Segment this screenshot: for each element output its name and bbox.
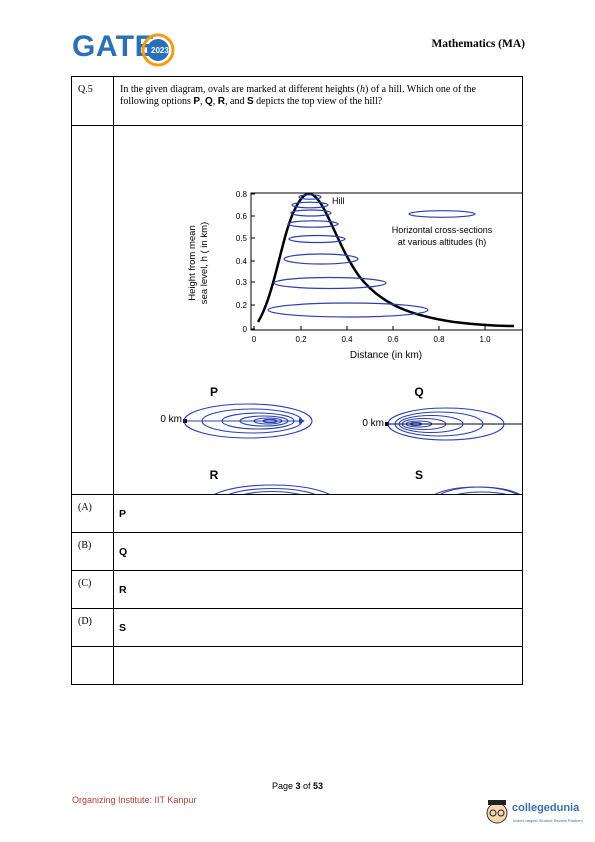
cross-section-oval — [287, 220, 339, 228]
hill-label: Hill — [332, 196, 345, 206]
legend-line2: at various altitudes (h) — [398, 237, 487, 247]
question-text-part3: depicts the top view of the hill? — [253, 95, 383, 107]
option-row-C: (C) R — [71, 570, 523, 609]
panel-R-label: R — [210, 468, 219, 482]
cross-section-ovals — [267, 194, 476, 318]
question-text-S: S — [246, 95, 254, 107]
x-tick-label: 0.2 — [295, 335, 307, 344]
y-tick-label: 0.3 — [236, 278, 248, 287]
empty-row — [71, 646, 523, 685]
option-row-B: (B) Q — [71, 532, 523, 571]
question-text-comma2: , — [212, 95, 218, 107]
question-number: Q.5 — [71, 76, 114, 126]
x-tick-label: 1.0 — [479, 335, 491, 344]
option-A-label: (A) — [71, 494, 114, 533]
y-tick-label: 0.8 — [236, 190, 248, 199]
y-axis-label-line1: Height from mean — [187, 225, 198, 301]
gate-2023-logo: GATE 2023 — [72, 30, 182, 70]
question-text-Q: Q — [205, 95, 213, 107]
subject-title: Mathematics (MA) — [431, 38, 525, 50]
panel-R: R 0 km — [210, 468, 330, 494]
option-D-cell[interactable]: S — [113, 608, 523, 647]
cross-section-oval — [298, 194, 322, 200]
figure-cell: 0.8 0.6 0.5 0.4 0.3 0.2 0 Height from me… — [113, 125, 523, 495]
cross-section-oval — [290, 209, 332, 217]
option-A-value[interactable]: P — [119, 508, 127, 520]
empty-cell-left — [71, 646, 114, 685]
question-row: Q.5 In the given diagram, ovals are mark… — [71, 76, 523, 126]
legend-line1: Horizontal cross-sections — [392, 225, 493, 235]
x-tick-label: 0.6 — [387, 335, 399, 344]
cross-section-oval — [273, 276, 387, 290]
y-tick-label: 0.2 — [236, 301, 248, 310]
panel-S: S 0 km — [415, 468, 521, 494]
y-axis: 0.8 0.6 0.5 0.4 0.3 0.2 0 — [236, 190, 255, 334]
logo-badge-icon — [141, 33, 175, 67]
x-tick-label: 0.4 — [341, 335, 353, 344]
mascot-icon — [486, 800, 508, 824]
question-text-part2: ) of a hill. Which one of the following … — [120, 84, 476, 107]
question-text-comma1: , — [200, 95, 206, 107]
page-total: 53 — [313, 781, 324, 791]
question-text: In the given diagram, ovals are marked a… — [114, 77, 522, 107]
option-B-cell[interactable]: Q — [113, 532, 523, 571]
empty-cell-right — [113, 646, 523, 685]
cross-section-oval — [291, 201, 329, 209]
y-axis-label: Height from mean sea level, h ( in km) — [187, 222, 210, 304]
cross-section-oval — [283, 253, 359, 265]
y-tick-label: 0 — [243, 325, 248, 334]
option-C-value[interactable]: R — [119, 584, 127, 596]
cross-section-oval — [288, 234, 346, 244]
hill-curve — [256, 192, 515, 328]
question-text-P: P — [193, 95, 201, 107]
brand-tagline: India's largest Student Review Platform — [513, 818, 583, 823]
collegedunia-logo: collegedunia India's largest Student Rev… — [484, 796, 584, 830]
y-tick-label: 0.6 — [236, 212, 248, 221]
option-C-cell[interactable]: R — [113, 570, 523, 609]
question-table: Q.5 In the given diagram, ovals are mark… — [71, 76, 523, 685]
page-number: Page 3 of 53 — [0, 781, 595, 791]
question-text-part1: In the given diagram, ovals are marked a… — [120, 84, 361, 95]
panel-S-label: S — [415, 468, 423, 482]
panel-Q-origin: 0 km — [362, 418, 384, 429]
x-tick-label: 0.8 — [433, 335, 445, 344]
option-D-label: (D) — [71, 608, 114, 647]
option-B-label: (B) — [71, 532, 114, 571]
figure-empty-cell — [71, 125, 114, 495]
option-A-cell[interactable]: P — [113, 494, 523, 533]
cross-section-oval — [267, 302, 429, 318]
y-tick-label: 0.4 — [236, 257, 248, 266]
brand-name: collegedunia — [512, 802, 580, 814]
y-axis-label-line2: sea level, h ( in km) — [199, 222, 210, 304]
panel-Q-label: Q — [414, 385, 423, 399]
organizer-text: Organizing Institute: IIT Kanpur — [72, 795, 197, 805]
panel-P-label: P — [210, 385, 218, 399]
legend-oval — [408, 210, 476, 218]
option-C-label: (C) — [71, 570, 114, 609]
page-prefix: Page — [271, 781, 296, 791]
question-text-R: R — [217, 95, 226, 107]
hill-figure: 0.8 0.6 0.5 0.4 0.3 0.2 0 Height from me… — [160, 190, 522, 494]
panel-P-origin: 0 km — [160, 414, 182, 425]
logo-year: 2023 — [151, 46, 169, 55]
question-text-and: , and — [225, 95, 247, 107]
x-axis: 0 0.2 0.4 0.6 0.8 1.0 — [252, 326, 491, 344]
page-current: 3 — [295, 781, 301, 791]
x-tick-label: 0 — [252, 335, 257, 344]
question-text-cell: In the given diagram, ovals are marked a… — [113, 76, 523, 126]
panel-Q: Q 0 km — [362, 385, 522, 441]
x-axis-label: Distance (in km) — [350, 350, 422, 361]
y-tick-label: 0.5 — [236, 234, 248, 243]
question-text-h: h — [360, 84, 366, 95]
option-row-A: (A) P — [71, 494, 523, 533]
option-B-value[interactable]: Q — [119, 546, 128, 558]
page-of: of — [300, 781, 314, 791]
option-D-value[interactable]: S — [119, 622, 127, 634]
logo-text: GATE — [72, 30, 156, 63]
panel-P: P 0 km — [160, 385, 313, 439]
option-row-D: (D) S — [71, 608, 523, 647]
figure-row: 0.8 0.6 0.5 0.4 0.3 0.2 0 Height from me… — [71, 125, 523, 495]
